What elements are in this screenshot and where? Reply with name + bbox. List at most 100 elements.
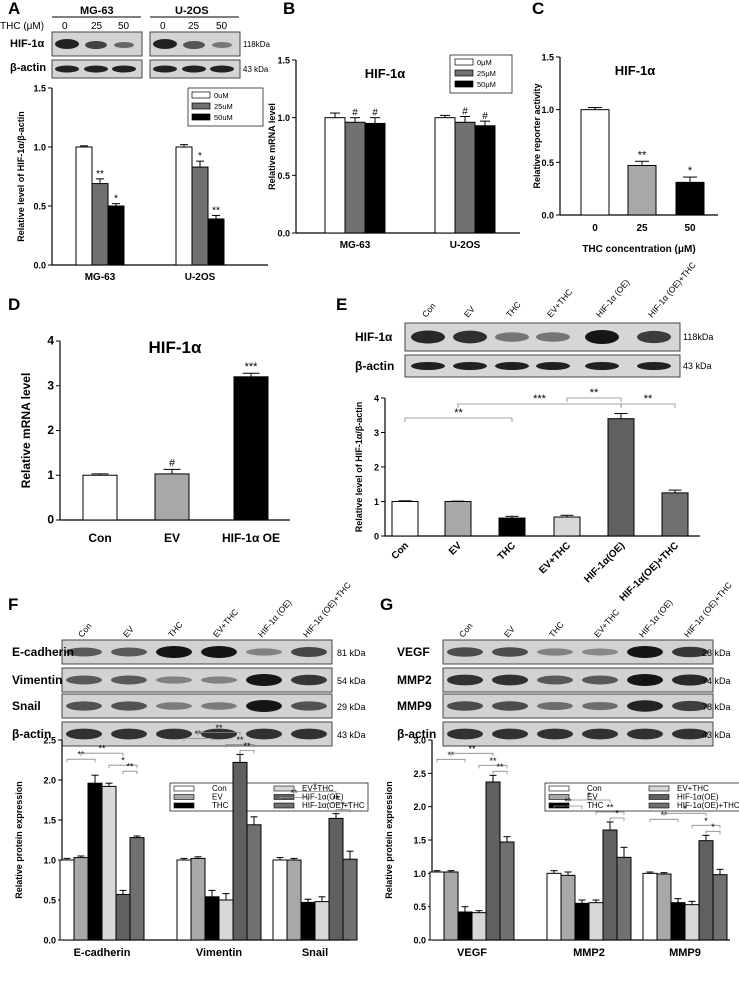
panel-e-size-actin: 43 kDa: [683, 361, 712, 371]
significance-mark: **: [215, 723, 223, 733]
blot-band: [537, 675, 573, 685]
blot-row-label: E-cadherin: [12, 645, 74, 659]
significance-bracket: [691, 824, 721, 829]
blot-band: [111, 647, 147, 657]
panel-b-legend-1: 25μM: [477, 69, 496, 78]
y-tick-label: 1: [47, 468, 54, 482]
panel-a-dose-2: 25: [91, 21, 103, 32]
panel-a-legend-2: 50uM: [214, 113, 233, 122]
significance-bracket: [663, 812, 707, 817]
blot-band: [672, 700, 708, 712]
y-tick-label: 0.5: [541, 158, 554, 168]
y-tick-label: 3: [47, 378, 54, 392]
panel-a-dose-6: 50: [216, 21, 228, 32]
chart-title: HIF-1α: [615, 63, 656, 78]
bar: [364, 122, 386, 234]
blot-band: [627, 646, 663, 658]
panel-letter-a: A: [8, 0, 20, 18]
significance-bracket: [450, 752, 494, 757]
y-tick-label: 1.5: [413, 836, 426, 846]
panel-a-legend-1: 25uM: [214, 102, 233, 111]
bar: [627, 164, 657, 216]
legend-label: HIF-1α(OE): [302, 793, 344, 802]
y-tick-label: 0.0: [43, 936, 56, 946]
chart-a-bars: ***MG-63***U-2OS: [75, 144, 225, 283]
bar: [656, 873, 672, 941]
legend-swatch: [548, 794, 570, 800]
blot-size-label: 78 kDa: [702, 702, 731, 712]
y-tick-label: 2: [374, 463, 379, 473]
legend-label: HIF-1α(OE)+THC: [302, 801, 365, 810]
chart-d-axes: 0 1 2 3 4 Relative mRNA level HIF-1α: [19, 334, 290, 527]
blot-strip: [442, 639, 714, 665]
bar: [82, 474, 118, 521]
blot-lane-label: Con: [420, 301, 438, 320]
blot-size-label: 54 kDa: [337, 676, 366, 686]
legend-label: THC: [212, 801, 229, 810]
blot-row-label: Snail: [12, 699, 41, 713]
panel-letter-g: G: [380, 595, 393, 614]
y-axis-label: Relative mRNA level: [267, 103, 277, 190]
chart-e-bars: Con EV THC EV+THC HIF-1α(OE)HIF-1α(OE)+THC **…: [390, 387, 689, 604]
legend-swatch: [273, 802, 295, 809]
significance-bracket: [649, 818, 679, 823]
significance-mark: *: [688, 165, 693, 177]
significance-mark: ***: [245, 361, 259, 373]
blot-size-label: 43 kDa: [337, 730, 366, 740]
bar: [712, 874, 728, 941]
x-category-label: U-2OS: [450, 240, 481, 251]
x-category-label: U-2OS: [185, 272, 216, 283]
blot-band: [201, 676, 237, 684]
blot-band: [637, 330, 671, 344]
y-tick-label: 1.5: [33, 84, 46, 94]
legend-label: HIF-1α(OE): [677, 793, 719, 802]
bar: [642, 872, 658, 941]
y-tick-label: 0.5: [33, 202, 46, 212]
legend-swatch: [173, 785, 195, 792]
y-tick-label: 2.5: [413, 769, 426, 779]
x-category-label: MG-63: [340, 240, 371, 251]
blot-strip: [442, 693, 714, 719]
chart-b-bars: # # MG-63 # # U-2OS: [324, 107, 496, 251]
blot-band: [66, 647, 102, 657]
panel-b-legend: 0μM 25μM 50μM: [449, 54, 513, 94]
bar: [546, 872, 562, 941]
blot-band: [246, 674, 282, 686]
bar: [602, 829, 618, 941]
bar: [457, 911, 473, 941]
x-category-label: EV+THC: [537, 540, 573, 576]
y-tick-label: 0.0: [277, 229, 290, 239]
legend-label: Con: [212, 784, 227, 793]
y-tick-label: 2: [47, 423, 54, 437]
bar: [59, 859, 75, 941]
blot-band: [637, 362, 671, 370]
blot-band: [585, 330, 619, 344]
bar: [154, 473, 190, 521]
blot-band: [495, 332, 529, 342]
blot-band: [246, 648, 282, 656]
significance-mark: **: [96, 169, 104, 180]
bar: [443, 871, 459, 941]
blot-band: [66, 728, 102, 740]
bar: [485, 781, 501, 941]
blot-band: [156, 646, 192, 658]
significance-mark: *: [341, 800, 345, 810]
blot-lane-label: THC: [166, 619, 185, 639]
blot-lane-label: HIF-1α (OE)+THC: [682, 580, 734, 639]
legend-box: [169, 782, 369, 812]
blot-lane-label: HIF-1α (OE): [637, 597, 675, 639]
bar: [300, 901, 316, 941]
y-tick-label: 0.5: [43, 896, 56, 906]
legend-swatch: [273, 785, 295, 792]
blot-band: [536, 362, 570, 370]
x-category-label: HIF-1α OE: [222, 531, 280, 545]
panel-e-size-hif: 118kDa: [683, 332, 713, 342]
blot-row-label: Vimentin: [12, 673, 62, 687]
x-category-label: HIF-1α(OE): [582, 540, 627, 585]
significance-mark: **: [212, 205, 220, 216]
bar: [87, 782, 103, 941]
chart-g-bars: VEGF MMP2 MMP9************** *****: [429, 744, 728, 959]
bar: [580, 109, 610, 216]
y-tick-label: 1.5: [43, 816, 56, 826]
panel-e-row-label-actin: β-actin: [355, 359, 394, 373]
